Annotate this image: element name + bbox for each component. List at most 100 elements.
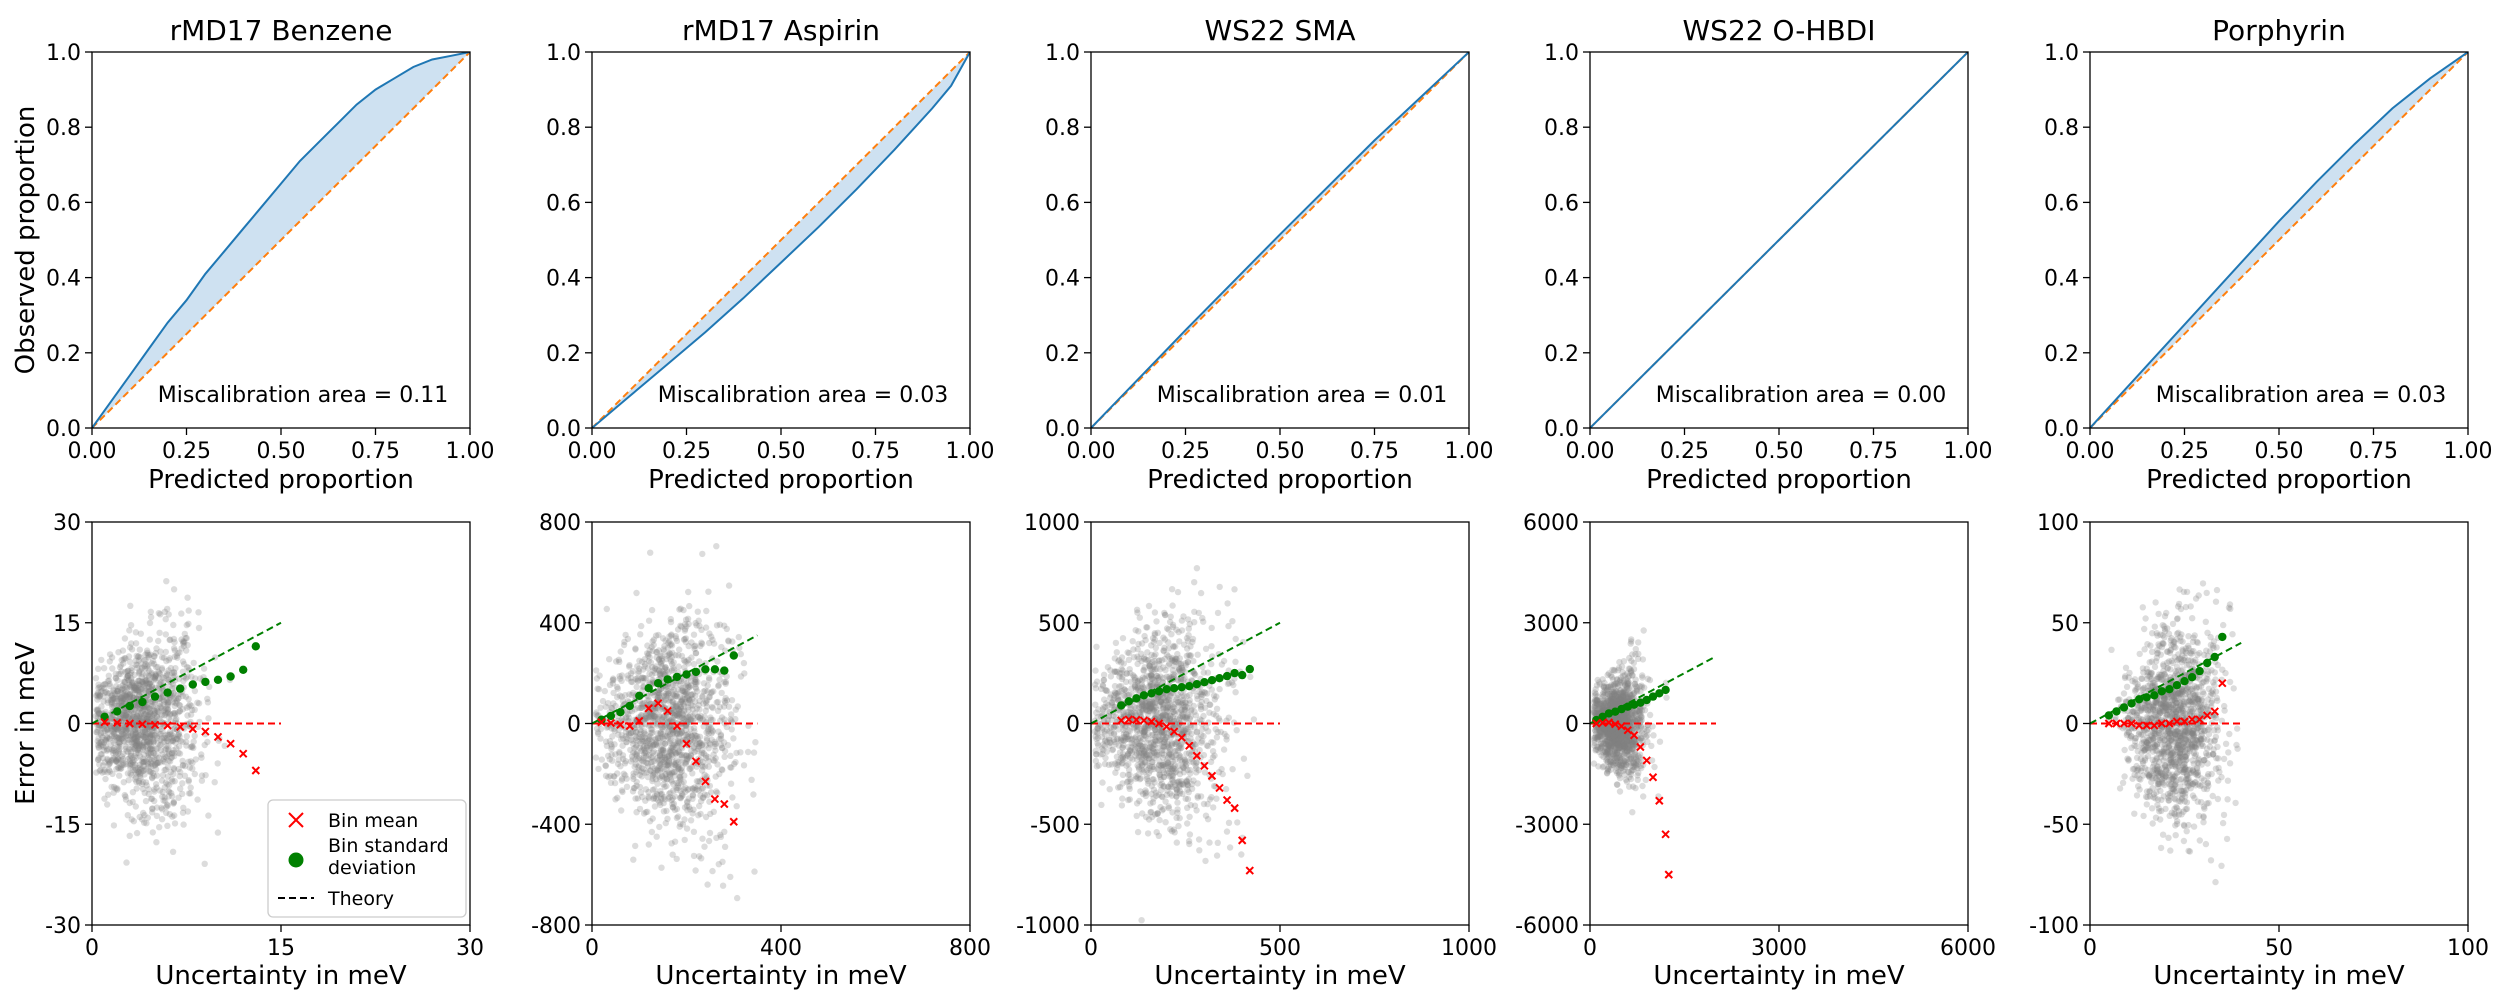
scatter-point (168, 750, 176, 757)
scatter-point (669, 795, 676, 802)
scatter-point (655, 656, 662, 663)
scatter-point (638, 675, 645, 682)
scatter-point (1174, 806, 1181, 813)
scatter-point (1616, 696, 1623, 703)
scatter-point (1138, 650, 1145, 657)
scatter-point (1213, 693, 1220, 700)
scatter-point (1211, 696, 1219, 703)
scatter-point (1622, 759, 1629, 766)
scatter-point (1176, 714, 1184, 721)
y-axis-label: Observed proportion (11, 106, 41, 375)
scatter-point (665, 762, 672, 770)
scatter-point (1120, 730, 1128, 737)
scatter-point (1134, 828, 1142, 836)
scatter-point (709, 727, 716, 734)
scatter-point (727, 764, 734, 771)
scatter-point (163, 697, 170, 704)
scatter-point (132, 737, 139, 744)
scatter-point (656, 687, 663, 694)
scatter-point (162, 732, 169, 739)
scatter-point (687, 682, 695, 689)
scatter-point (1151, 736, 1159, 744)
scatter-point (656, 823, 663, 831)
scatter-point (1123, 670, 1131, 677)
scatter-point (735, 633, 742, 641)
scatter-point (147, 732, 154, 739)
scatter-point (1598, 706, 1606, 713)
scatter-point (1606, 702, 1614, 710)
scatter-point (692, 642, 699, 649)
scatter-point (1208, 643, 1215, 650)
scatter-point (112, 675, 120, 682)
scatter-point (173, 697, 181, 704)
scatter-point (1110, 723, 1118, 731)
x-tick-label: 0.50 (2255, 439, 2304, 464)
scatter-point (670, 709, 677, 716)
scatter-point (115, 735, 123, 742)
scatter-point (205, 812, 212, 819)
scatter-point (111, 690, 118, 697)
scatter-point (1610, 696, 1618, 704)
bin-std-point (138, 697, 147, 707)
scatter-point (140, 741, 147, 749)
scatter-point (1126, 796, 1134, 803)
scatter-point (1148, 698, 1156, 705)
scatter-point (692, 734, 699, 742)
scatter-point (655, 757, 662, 764)
scatter-point (637, 631, 644, 638)
scatter-point (1611, 715, 1619, 722)
scatter-point (1165, 763, 1172, 770)
scatter-point (112, 758, 120, 765)
scatter-point (708, 730, 715, 737)
scatter-point (678, 752, 686, 759)
scatter-point (156, 741, 164, 749)
scatter-point (145, 654, 152, 661)
scatter-point (183, 621, 190, 629)
scatter-point (187, 711, 195, 718)
scatter-point (138, 742, 145, 749)
scatter-point (1168, 698, 1175, 705)
scatter-point (146, 680, 153, 687)
scatter-point (166, 758, 174, 765)
scatter-point (1146, 663, 1153, 670)
scatter-point (163, 809, 170, 816)
scatter-point (671, 761, 678, 768)
scatter-point (136, 753, 144, 760)
scatter-point (159, 728, 166, 735)
scatter-point (110, 728, 117, 736)
scatter-point (153, 733, 161, 740)
y-tick-label: 0.8 (2044, 116, 2079, 141)
scatter-point (157, 702, 164, 710)
scatter-point (721, 697, 728, 705)
scatter-point (641, 715, 649, 722)
scatter-point (1145, 816, 1153, 823)
scatter-point (180, 804, 187, 811)
scatter-point (688, 702, 695, 709)
scatter-point (652, 663, 659, 670)
scatter-point (1160, 751, 1168, 759)
scatter-point (164, 801, 171, 808)
scatter-point (122, 696, 129, 703)
scatter-point (695, 713, 702, 720)
scatter-point (105, 758, 113, 765)
scatter-point (175, 695, 182, 702)
scatter-point (692, 676, 699, 683)
scatter-point (1614, 769, 1621, 777)
scatter-point (183, 733, 190, 740)
scatter-point (123, 727, 130, 734)
scatter-point (647, 549, 654, 556)
scatter-point (133, 737, 141, 745)
scatter-point (127, 669, 135, 677)
scatter-point (1109, 746, 1117, 753)
scatter-point (1609, 698, 1616, 705)
scatter-point (1139, 746, 1146, 753)
scatter-point (149, 774, 156, 781)
scatter-point (1152, 789, 1160, 796)
scatter-point (674, 712, 681, 720)
scatter-point (691, 678, 698, 686)
scatter-point (682, 726, 690, 734)
scatter-point (1171, 781, 1179, 789)
scatter-point (1176, 754, 1183, 761)
scatter-point (126, 658, 134, 665)
